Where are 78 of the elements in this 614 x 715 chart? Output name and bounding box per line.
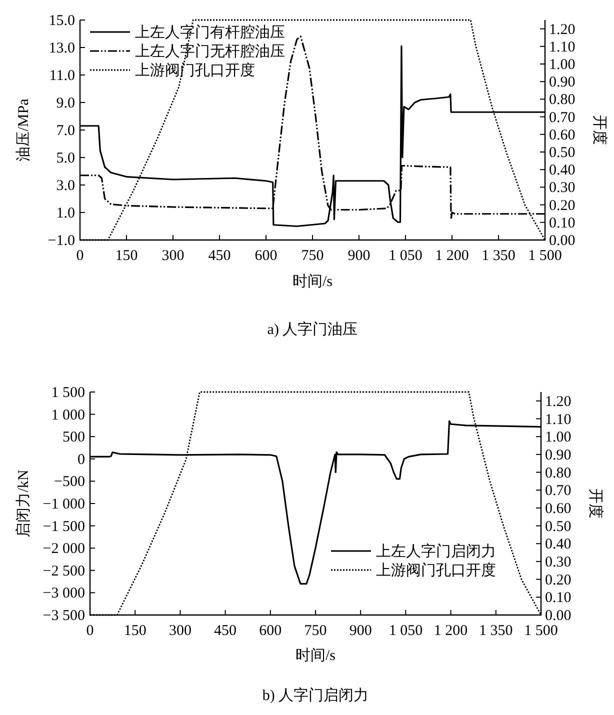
y2-tick-label: 0.40 xyxy=(549,162,576,179)
y-tick-label: 1 000 xyxy=(51,407,85,424)
y2-tick-label: 1.10 xyxy=(549,39,576,56)
y2-axis-title: 开度 xyxy=(587,488,604,518)
legend-label: 上左人字门无杆腔油压 xyxy=(135,43,285,60)
y-tick-label: 13.0 xyxy=(48,40,75,56)
x-axis-title: 时间/s xyxy=(295,647,336,664)
x-tick-label: 450 xyxy=(208,248,231,264)
y2-tick-label: 1.00 xyxy=(549,57,576,73)
text: a) 人字门油压 xyxy=(267,321,358,338)
y2-tick-label: 0.30 xyxy=(549,180,576,196)
y-tick-label: 11.0 xyxy=(49,68,75,84)
x-tick-label: 150 xyxy=(115,248,138,264)
y2-tick-label: 0.90 xyxy=(545,447,572,464)
x-tick-label: 1 050 xyxy=(388,623,423,639)
y-tick-label: −2 000 xyxy=(42,541,85,558)
y-tick-label: 5.0 xyxy=(56,150,75,166)
y-tick-label: 7.0 xyxy=(56,123,75,139)
y2-tick-label: 1.00 xyxy=(545,430,572,446)
x-tick-label: 900 xyxy=(348,248,370,264)
legend-label: 上游阀门孔口开度 xyxy=(376,562,496,579)
x-tick-label: 1 350 xyxy=(479,623,513,639)
y2-tick-label: 0.20 xyxy=(545,572,572,588)
y2-tick-label: 0.50 xyxy=(545,518,572,535)
y-tick-label: 500 xyxy=(62,430,85,446)
text: b) 人字门启闭力 xyxy=(262,687,369,704)
y-tick-label: −500 xyxy=(54,474,85,490)
y2-tick-label: 0.90 xyxy=(549,74,576,91)
y2-tick-label: 0.60 xyxy=(549,127,576,144)
x-tick-label: 1 200 xyxy=(434,623,468,639)
y-tick-label: −3 500 xyxy=(42,608,85,624)
y-tick-label: 0 xyxy=(78,452,85,468)
y-tick-label: −2 500 xyxy=(42,563,85,580)
x-tick-label: 600 xyxy=(254,248,278,264)
y2-tick-label: 0.80 xyxy=(549,92,576,108)
legend-label: 上左人字门启闭力 xyxy=(376,543,496,560)
y2-tick-label: 0.00 xyxy=(545,608,572,624)
x-tick-label: 1 500 xyxy=(524,623,558,639)
x-axis-title: 时间/s xyxy=(292,273,333,290)
y-tick-label: 1 500 xyxy=(51,385,85,401)
x-tick-label: 1 200 xyxy=(435,248,469,264)
y2-tick-label: 0.70 xyxy=(549,110,576,126)
y-tick-label: −1 500 xyxy=(42,518,85,535)
y2-tick-label: 0.10 xyxy=(549,215,576,232)
y-tick-label: −3 000 xyxy=(42,586,85,602)
y-tick-label: 3.0 xyxy=(56,178,75,194)
x-tick-label: 450 xyxy=(214,623,237,639)
y2-tick-label: 0.70 xyxy=(545,483,572,500)
y2-axis-title: 开度 xyxy=(591,115,608,145)
y2-tick-label: 0.00 xyxy=(549,233,576,249)
y2-tick-label: 0.50 xyxy=(549,145,576,161)
y2-tick-label: 1.20 xyxy=(545,394,572,410)
x-tick-label: 1 500 xyxy=(528,248,562,264)
x-tick-label: 1 050 xyxy=(388,248,422,264)
x-tick-label: 750 xyxy=(301,248,324,264)
y-tick-label: −1.0 xyxy=(48,233,75,249)
y-tick-label: 15.0 xyxy=(48,13,75,29)
y2-tick-label: 1.10 xyxy=(545,412,572,428)
y2-tick-label: 0.10 xyxy=(545,590,572,606)
y-tick-label: −1 000 xyxy=(42,496,85,512)
x-tick-label: 300 xyxy=(168,623,192,639)
y2-tick-label: 0.40 xyxy=(545,536,572,553)
y2-tick-label: 0.30 xyxy=(545,554,572,570)
x-tick-label: 600 xyxy=(259,623,282,639)
legend-label: 上左人字门有杆腔油压 xyxy=(135,24,285,41)
x-tick-label: 750 xyxy=(304,623,327,639)
y-axis-title: 启闭力/kN xyxy=(15,470,32,538)
y-axis-title: 油压/MPa xyxy=(15,98,32,162)
y-tick-label: 1.0 xyxy=(56,206,75,222)
y2-tick-label: 1.20 xyxy=(549,22,576,38)
y-tick-label: 9.0 xyxy=(56,96,75,112)
y2-tick-label: 0.20 xyxy=(549,198,576,214)
x-tick-label: 900 xyxy=(349,623,372,639)
x-tick-label: 1 350 xyxy=(482,248,516,264)
y2-tick-label: 0.80 xyxy=(545,465,572,482)
x-tick-label: 300 xyxy=(162,248,184,264)
x-tick-label: 150 xyxy=(124,623,146,639)
y2-tick-label: 0.60 xyxy=(545,500,572,517)
